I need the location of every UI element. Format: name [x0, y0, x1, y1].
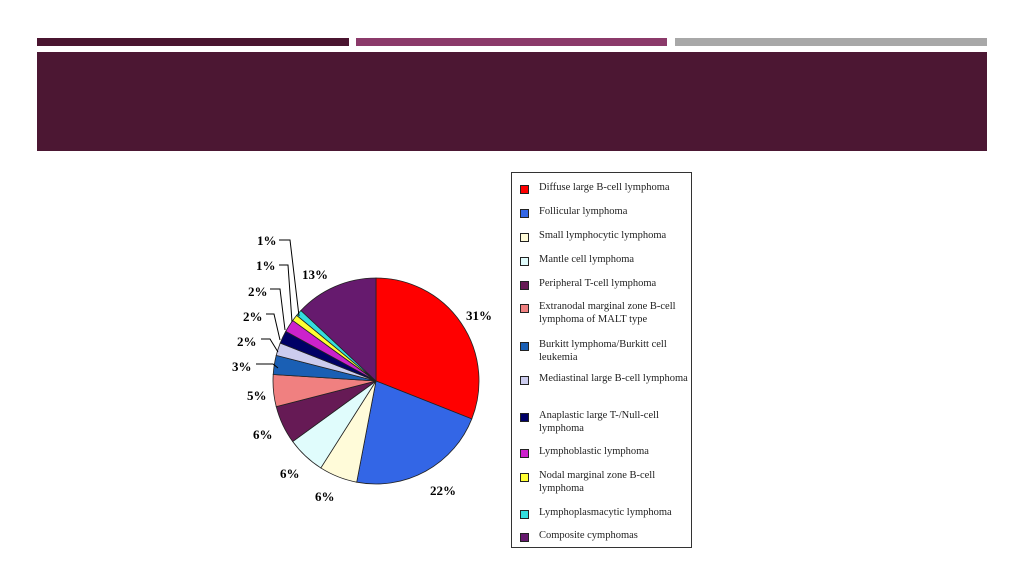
legend-label: Diffuse large B-cell lymphoma: [539, 182, 670, 193]
leader-line-9: [266, 313, 281, 341]
pie-label-6: 5%: [247, 388, 267, 403]
legend-swatch: [520, 413, 529, 422]
pie-label-7: 3%: [232, 359, 252, 374]
legend-item: Peripheral T-cell lymphoma: [520, 277, 690, 290]
leader-line-8: [261, 338, 279, 353]
leader-line-12: [279, 239, 300, 317]
pie-label-8: 2%: [237, 334, 257, 349]
legend-item: Diffuse large B-cell lymphoma: [520, 181, 690, 194]
legend-item: Extranodal marginal zone B-cell lymphoma…: [520, 300, 690, 326]
legend-label: Nodal marginal zone B-cell lymphoma: [539, 470, 656, 494]
legend-item: Nodal marginal zone B-cell lymphoma: [520, 469, 690, 495]
legend-swatch: [520, 304, 529, 313]
legend-item: Lymphoplasmacytic lymphoma: [520, 506, 690, 519]
legend-item: Small lymphocytic lymphoma: [520, 229, 690, 242]
legend-item: Composite cymphomas: [520, 529, 690, 542]
legend-swatch: [520, 376, 529, 385]
decor-bar-middle: [356, 38, 667, 46]
legend-swatch: [520, 342, 529, 351]
legend-swatch: [520, 473, 529, 482]
pie-label-5: 6%: [253, 427, 273, 442]
legend-label: Anaplastic large T-/Null-cell lymphoma: [539, 410, 659, 434]
legend-item: Anaplastic large T-/Null-cell lymphoma: [520, 409, 690, 435]
pie-slice-13: [300, 277, 377, 382]
leader-line-11: [279, 264, 293, 323]
pie-label-2: 22%: [430, 483, 456, 498]
pie-label-3: 6%: [315, 489, 335, 504]
pie-label-9: 2%: [243, 309, 263, 324]
legend-item: Follicular lymphoma: [520, 205, 690, 218]
legend-item: Mantle cell lymphoma: [520, 253, 690, 266]
legend-label: Small lymphocytic lymphoma: [539, 230, 667, 241]
pie-label-12: 1%: [257, 233, 277, 248]
pie-slice-1: [375, 277, 480, 420]
legend-swatch: [520, 185, 529, 194]
decor-bar-right: [675, 38, 987, 46]
legend-swatch: [520, 510, 529, 519]
legend-swatch: [520, 533, 529, 542]
legend-swatch: [520, 257, 529, 266]
pie-label-13: 13%: [302, 267, 328, 282]
legend-item: Burkitt lymphoma/Burkitt cell leukemia: [520, 338, 690, 364]
pie-label-1: 31%: [466, 308, 492, 323]
legend-label: Burkitt lymphoma/Burkitt cell leukemia: [539, 339, 667, 363]
legend-label: Mediastinal large B-cell lymphoma: [539, 373, 688, 384]
pie-label-4: 6%: [280, 466, 300, 481]
legend-label: Composite cymphomas: [539, 530, 638, 541]
legend-label: Lymphoblastic lymphoma: [539, 446, 649, 457]
legend-label: Peripheral T-cell lymphoma: [539, 278, 657, 289]
pie-slice-2: [356, 380, 473, 485]
pie-chart: [225, 230, 505, 510]
decor-bar-left: [37, 38, 349, 46]
leader-line-7: [256, 363, 279, 369]
legend-swatch: [520, 449, 529, 458]
legend-swatch: [520, 233, 529, 242]
legend-swatch: [520, 209, 529, 218]
legend-label: Follicular lymphoma: [539, 206, 628, 217]
legend-label: Mantle cell lymphoma: [539, 254, 635, 265]
pie-svg: [256, 239, 480, 485]
legend-swatch: [520, 281, 529, 290]
leader-line-10: [270, 288, 286, 331]
pie-label-10: 2%: [248, 284, 268, 299]
legend-label: Extranodal marginal zone B-cell lymphoma…: [539, 301, 676, 325]
chart-legend: Diffuse large B-cell lymphoma Follicular …: [511, 172, 692, 548]
title-banner: [37, 52, 987, 151]
pie-label-11: 1%: [256, 258, 276, 273]
legend-label: Lymphoplasmacytic lymphoma: [539, 507, 672, 518]
legend-item: Mediastinal large B-cell lymphoma: [520, 372, 690, 385]
legend-item: Lymphoblastic lymphoma: [520, 445, 690, 458]
